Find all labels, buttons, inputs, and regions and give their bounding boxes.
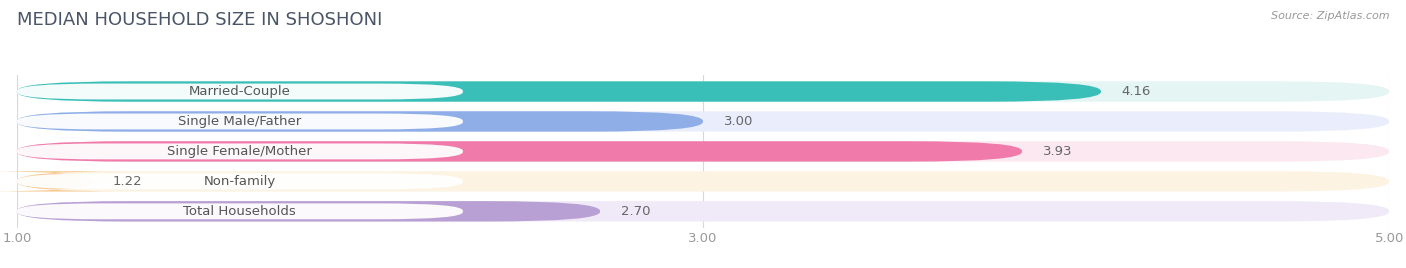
FancyBboxPatch shape — [17, 111, 1389, 132]
FancyBboxPatch shape — [17, 84, 463, 99]
FancyBboxPatch shape — [17, 173, 463, 189]
Text: 2.70: 2.70 — [620, 205, 650, 218]
Text: Source: ZipAtlas.com: Source: ZipAtlas.com — [1271, 11, 1389, 21]
FancyBboxPatch shape — [17, 201, 600, 222]
FancyBboxPatch shape — [17, 111, 703, 132]
Text: 1.22: 1.22 — [112, 175, 142, 188]
Text: Single Male/Father: Single Male/Father — [179, 115, 301, 128]
FancyBboxPatch shape — [0, 171, 129, 192]
Text: Single Female/Mother: Single Female/Mother — [167, 145, 312, 158]
FancyBboxPatch shape — [17, 203, 463, 219]
FancyBboxPatch shape — [17, 81, 1101, 102]
FancyBboxPatch shape — [17, 114, 463, 129]
Text: 3.00: 3.00 — [724, 115, 754, 128]
Text: MEDIAN HOUSEHOLD SIZE IN SHOSHONI: MEDIAN HOUSEHOLD SIZE IN SHOSHONI — [17, 11, 382, 29]
Text: Non-family: Non-family — [204, 175, 276, 188]
Text: Married-Couple: Married-Couple — [188, 85, 291, 98]
FancyBboxPatch shape — [17, 171, 1389, 192]
Text: Total Households: Total Households — [184, 205, 297, 218]
FancyBboxPatch shape — [17, 141, 1389, 162]
FancyBboxPatch shape — [17, 201, 1389, 222]
FancyBboxPatch shape — [17, 141, 1022, 162]
Text: 4.16: 4.16 — [1122, 85, 1152, 98]
FancyBboxPatch shape — [17, 143, 463, 159]
FancyBboxPatch shape — [17, 81, 1389, 102]
Text: 3.93: 3.93 — [1043, 145, 1073, 158]
